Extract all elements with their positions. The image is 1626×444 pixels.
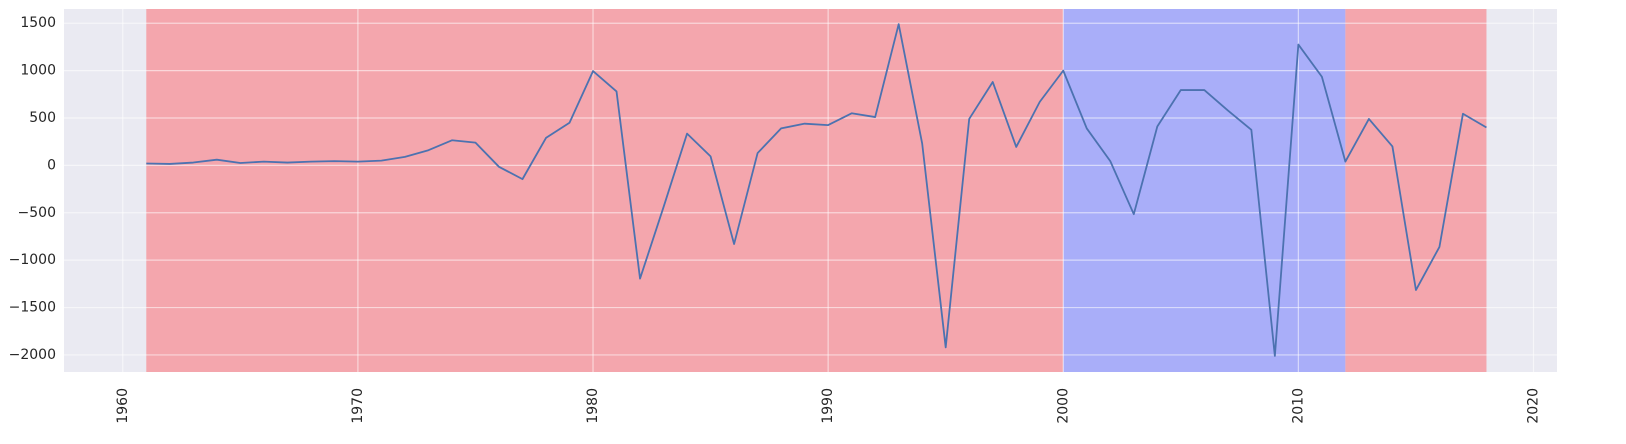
x-tick-label-1990: 1990 <box>820 388 836 424</box>
shaded-region-1 <box>146 9 1064 372</box>
x-tick-label-1980: 1980 <box>585 388 601 424</box>
series-line-group <box>146 23 1487 357</box>
y-tick-label-6: −1500 <box>9 300 56 316</box>
series-line-1 <box>146 23 1487 357</box>
shaded-regions <box>146 9 1487 372</box>
x-tick-label-2000: 2000 <box>1055 388 1071 424</box>
y-tick-label-1: 1000 <box>20 63 56 79</box>
y-tick-label-4: −500 <box>18 205 56 221</box>
y-tick-label-7: −2000 <box>9 347 56 363</box>
x-tick-label-1970: 1970 <box>350 388 366 424</box>
shaded-region-3 <box>1345 9 1487 372</box>
y-tick-label-0: 1500 <box>20 15 56 31</box>
grid-lines <box>64 9 1557 372</box>
x-tick-label-2020: 2020 <box>1525 388 1541 424</box>
y-axis-tick-labels: 1500 1000 500 0 −500 −1000 −1500 −2000 <box>9 15 56 363</box>
x-tick-label-2010: 2010 <box>1290 388 1306 424</box>
y-tick-label-5: −1000 <box>9 252 56 268</box>
x-tick-label-1960: 1960 <box>115 388 131 424</box>
shaded-region-2 <box>1063 9 1346 372</box>
x-axis-tick-labels: 1960 1970 1980 1990 2000 2010 2020 <box>115 388 1542 424</box>
y-tick-label-2: 500 <box>29 110 56 126</box>
y-tick-label-3: 0 <box>47 157 56 173</box>
